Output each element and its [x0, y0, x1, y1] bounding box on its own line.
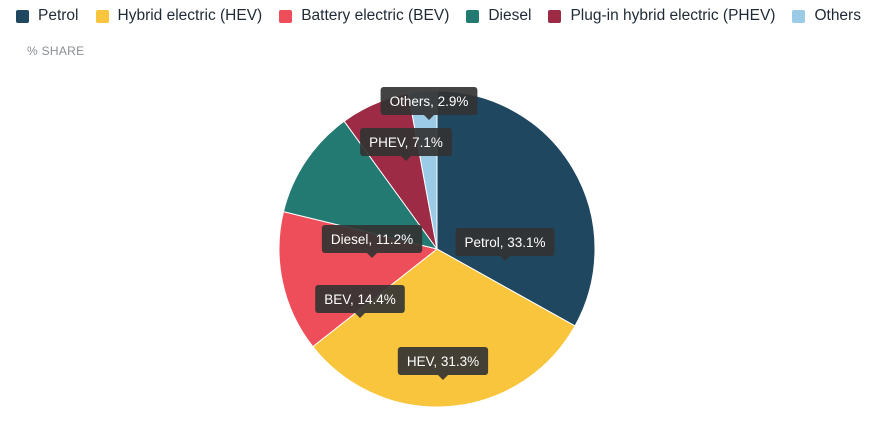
data-label: Diesel, 11.2%	[321, 225, 423, 258]
data-label-box	[397, 347, 489, 375]
data-label-text: Petrol, 33.1%	[464, 235, 545, 250]
data-label-pointer	[355, 313, 365, 318]
legend-label: Petrol	[38, 7, 79, 24]
data-label-text: Diesel, 11.2%	[331, 232, 413, 247]
data-label-box	[380, 87, 478, 115]
legend-swatch	[792, 9, 806, 23]
data-label-box	[360, 128, 452, 156]
data-label: PHEV, 7.1%	[360, 128, 452, 161]
data-label-box	[315, 285, 405, 313]
chart-legend: Petrol Hybrid electric (HEV) Battery ele…	[16, 7, 861, 25]
data-label-text: HEV, 31.3%	[407, 354, 479, 369]
legend-swatch	[466, 9, 480, 23]
pie-data-labels: Petrol, 33.1% HEV, 31.3% BEV, 14.4% Diesel,…	[315, 87, 555, 380]
data-label-box	[321, 225, 423, 253]
legend-item-others[interactable]: Others	[792, 7, 861, 25]
legend-item-phev[interactable]: Plug-in hybrid electric (PHEV)	[548, 7, 775, 25]
legend-swatch	[16, 9, 29, 23]
legend-item-bev[interactable]: Battery electric (BEV)	[279, 7, 449, 25]
data-label-pointer	[438, 375, 448, 380]
legend-item-hev[interactable]: Hybrid electric (HEV)	[95, 7, 263, 25]
data-label: Others, 2.9%	[380, 87, 478, 120]
chart-subtitle: % SHARE	[27, 44, 85, 58]
legend-label: Others	[814, 7, 861, 24]
legend-label: Diesel	[488, 7, 532, 24]
data-label: HEV, 31.3%	[397, 347, 489, 380]
data-label-box	[455, 228, 555, 256]
data-label-text: Others, 2.9%	[390, 94, 469, 109]
data-label-text: BEV, 14.4%	[324, 292, 396, 307]
pie-slice-petrol[interactable]	[436, 90, 596, 327]
data-label: BEV, 14.4%	[315, 285, 405, 318]
legend-swatch	[95, 9, 109, 23]
legend-item-petrol[interactable]: Petrol	[16, 7, 79, 25]
pie-slice-hybrid-electric-hev[interactable]	[312, 248, 576, 408]
pie-slice-diesel[interactable]	[282, 120, 439, 250]
legend-item-diesel[interactable]: Diesel	[466, 7, 531, 25]
data-label-text: PHEV, 7.1%	[369, 135, 443, 150]
legend-label: Battery electric (BEV)	[301, 7, 450, 24]
legend-swatch	[548, 9, 562, 23]
data-label: Petrol, 33.1%	[455, 228, 555, 261]
data-label-pointer	[401, 156, 411, 161]
legend-label: Plug-in hybrid electric (PHEV)	[570, 7, 776, 24]
data-label-pointer	[424, 115, 434, 120]
legend-swatch	[279, 9, 293, 23]
data-label-pointer	[500, 256, 510, 261]
data-label-pointer	[367, 253, 377, 258]
legend-label: Hybrid electric (HEV)	[117, 7, 263, 24]
pie-slices	[278, 90, 596, 408]
